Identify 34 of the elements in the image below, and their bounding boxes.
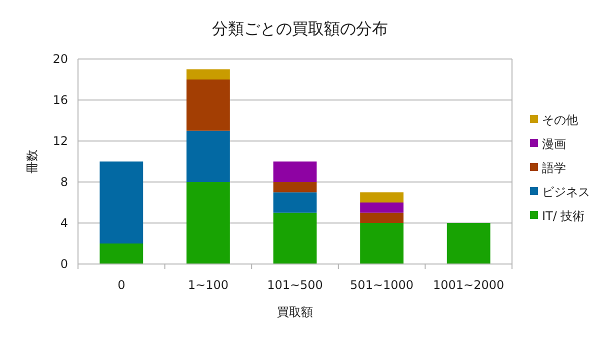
bar [273, 162, 317, 182]
bar [100, 244, 144, 264]
chart-title: 分類ごとの買取額の分布 [212, 19, 388, 38]
bar [273, 182, 317, 192]
x-tick-label: 501~1000 [350, 278, 414, 292]
y-tick-label: 12 [52, 134, 68, 148]
bar [186, 69, 230, 80]
bar [100, 162, 144, 244]
bar [360, 212, 404, 223]
legend-label: 語学 [542, 161, 566, 175]
y-tick-label: 0 [60, 257, 68, 271]
bar [273, 212, 317, 264]
legend-label: 漫画 [542, 137, 566, 151]
bar [446, 223, 490, 264]
x-tick-label: 1~100 [188, 278, 228, 292]
y-axis-title: 冊数 [25, 150, 39, 174]
bar [360, 192, 404, 202]
x-axis-title: 買取額 [277, 305, 313, 319]
y-tick-label: 8 [60, 175, 68, 189]
legend-label: ビジネス [542, 185, 590, 199]
x-tick-label: 1001~2000 [433, 278, 504, 292]
bar [360, 202, 404, 213]
bar [273, 192, 317, 213]
legend-label: IT/ 技術 [542, 209, 585, 223]
bar [186, 80, 230, 131]
x-tick-label: 101~500 [267, 278, 323, 292]
y-tick-label: 4 [60, 216, 68, 230]
bar [360, 223, 404, 264]
y-tick-label: 16 [52, 93, 68, 107]
legend-label: その他 [542, 113, 578, 127]
bar [186, 130, 230, 182]
x-tick-label: 0 [118, 278, 126, 292]
y-tick-label: 20 [52, 52, 68, 66]
bar [186, 182, 230, 264]
